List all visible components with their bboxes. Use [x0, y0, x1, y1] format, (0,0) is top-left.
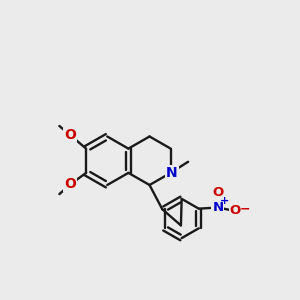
Text: +: +	[220, 196, 230, 206]
Text: O: O	[212, 186, 224, 199]
Text: O: O	[64, 177, 76, 191]
Text: N: N	[212, 201, 224, 214]
Text: −: −	[239, 202, 250, 215]
Text: O: O	[64, 128, 76, 142]
Text: N: N	[166, 166, 178, 180]
Text: O: O	[230, 205, 241, 218]
